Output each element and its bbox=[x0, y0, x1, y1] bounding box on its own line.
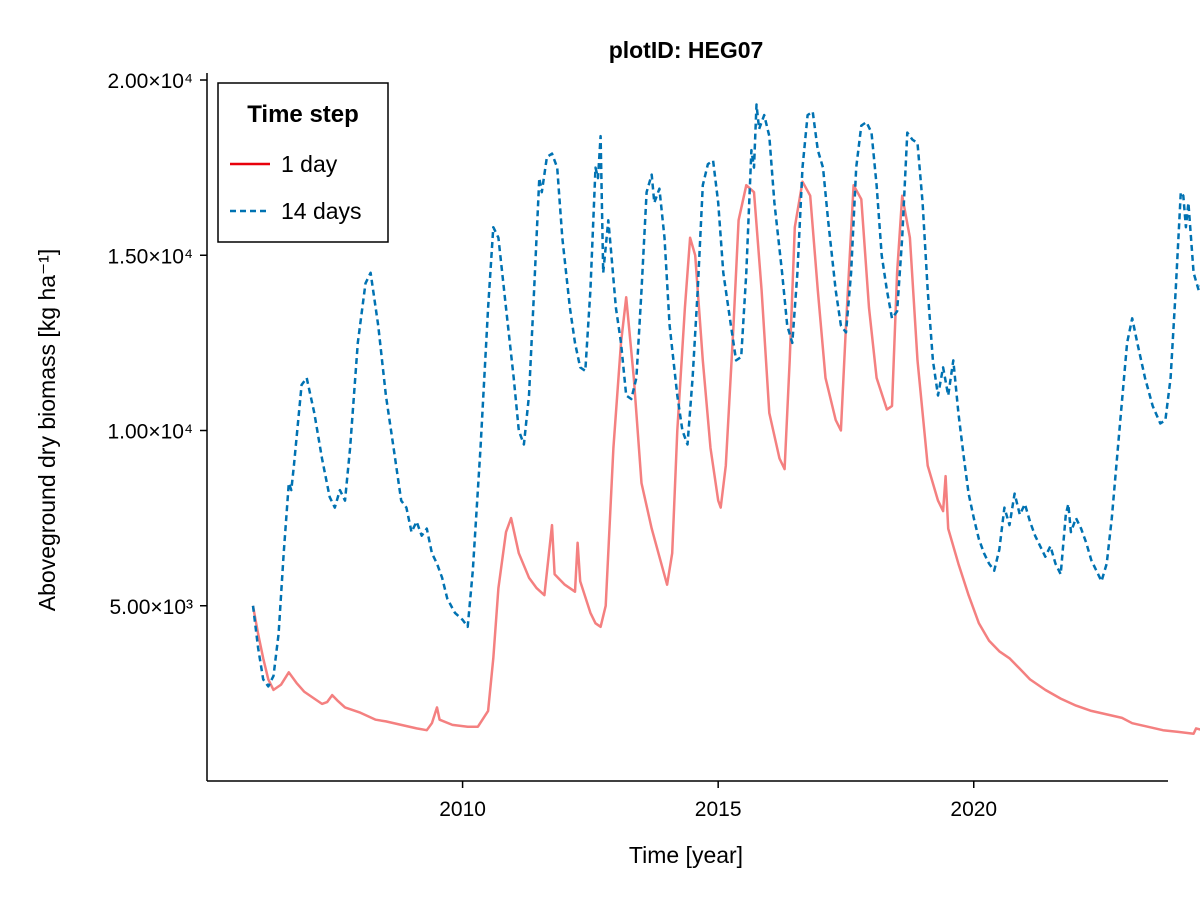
legend-title: Time step bbox=[247, 101, 359, 128]
x-tick-label: 2010 bbox=[439, 798, 486, 821]
series-line-1-day bbox=[251, 180, 1200, 735]
y-tick-label: 5.00×10³ bbox=[110, 596, 194, 619]
chart-title: plotID: HEG07 bbox=[609, 37, 764, 63]
legend-box bbox=[217, 82, 389, 243]
y-ticks: 5.00×10³ 1.00×10⁴ 1.50×10⁴ 2.00×10⁴ bbox=[107, 70, 207, 619]
legend-label-14-days: 14 days bbox=[281, 198, 362, 224]
y-axis-title: Aboveground dry biomass [kg ha⁻¹] bbox=[34, 249, 60, 611]
x-axis-title: Time [year] bbox=[629, 842, 743, 868]
x-tick-label: 2015 bbox=[695, 798, 742, 821]
x-ticks: 2010 2015 2020 bbox=[439, 781, 997, 821]
legend: Time step 1 day 14 days bbox=[217, 82, 389, 243]
axes: 2010 2015 2020 5.00×10³ 1.00×10⁴ 1.50×10⁴ 2.0… bbox=[107, 70, 1168, 821]
series-line-14-days bbox=[251, 103, 1200, 688]
x-tick-label: 2020 bbox=[950, 798, 997, 821]
y-tick-label: 1.50×10⁴ bbox=[107, 245, 193, 268]
y-tick-label: 2.00×10⁴ bbox=[107, 70, 193, 93]
series-layer bbox=[251, 103, 1200, 735]
y-tick-label: 1.00×10⁴ bbox=[107, 421, 193, 444]
legend-label-1-day: 1 day bbox=[281, 151, 338, 177]
